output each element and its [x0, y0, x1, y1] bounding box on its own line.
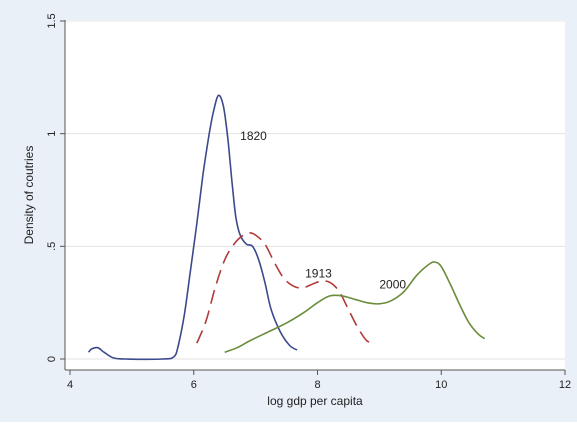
- x-tick-label: 12: [559, 379, 571, 391]
- x-tick-label: 10: [435, 379, 447, 391]
- series: [87, 94, 486, 361]
- y-tick-label: .5: [46, 242, 58, 251]
- series-line-2000: [224, 261, 486, 353]
- y-tick-label: 1: [46, 131, 58, 137]
- x-tick-label: 8: [314, 379, 320, 391]
- series-label-1820: 1820: [240, 129, 267, 143]
- x-axis-label: log gdp per capita: [267, 394, 363, 408]
- ticks: 0 .5 1 1.5 4 6 8 10 12: [46, 13, 571, 391]
- series-line-1913: [196, 232, 374, 344]
- x-tick-label: 6: [191, 379, 197, 391]
- y-axis-label: Density of coutries: [22, 146, 36, 245]
- axes: [64, 20, 565, 371]
- series-line-1820: [87, 94, 298, 361]
- series-label-1913: 1913: [305, 266, 332, 280]
- x-tick-label: 4: [67, 379, 73, 391]
- series-label-2000: 2000: [379, 278, 406, 292]
- y-tick-label: 0: [46, 356, 58, 362]
- series-labels: 1820 1913 2000: [240, 129, 406, 292]
- y-tick-label: 1.5: [46, 13, 58, 28]
- plot-area: [65, 20, 565, 370]
